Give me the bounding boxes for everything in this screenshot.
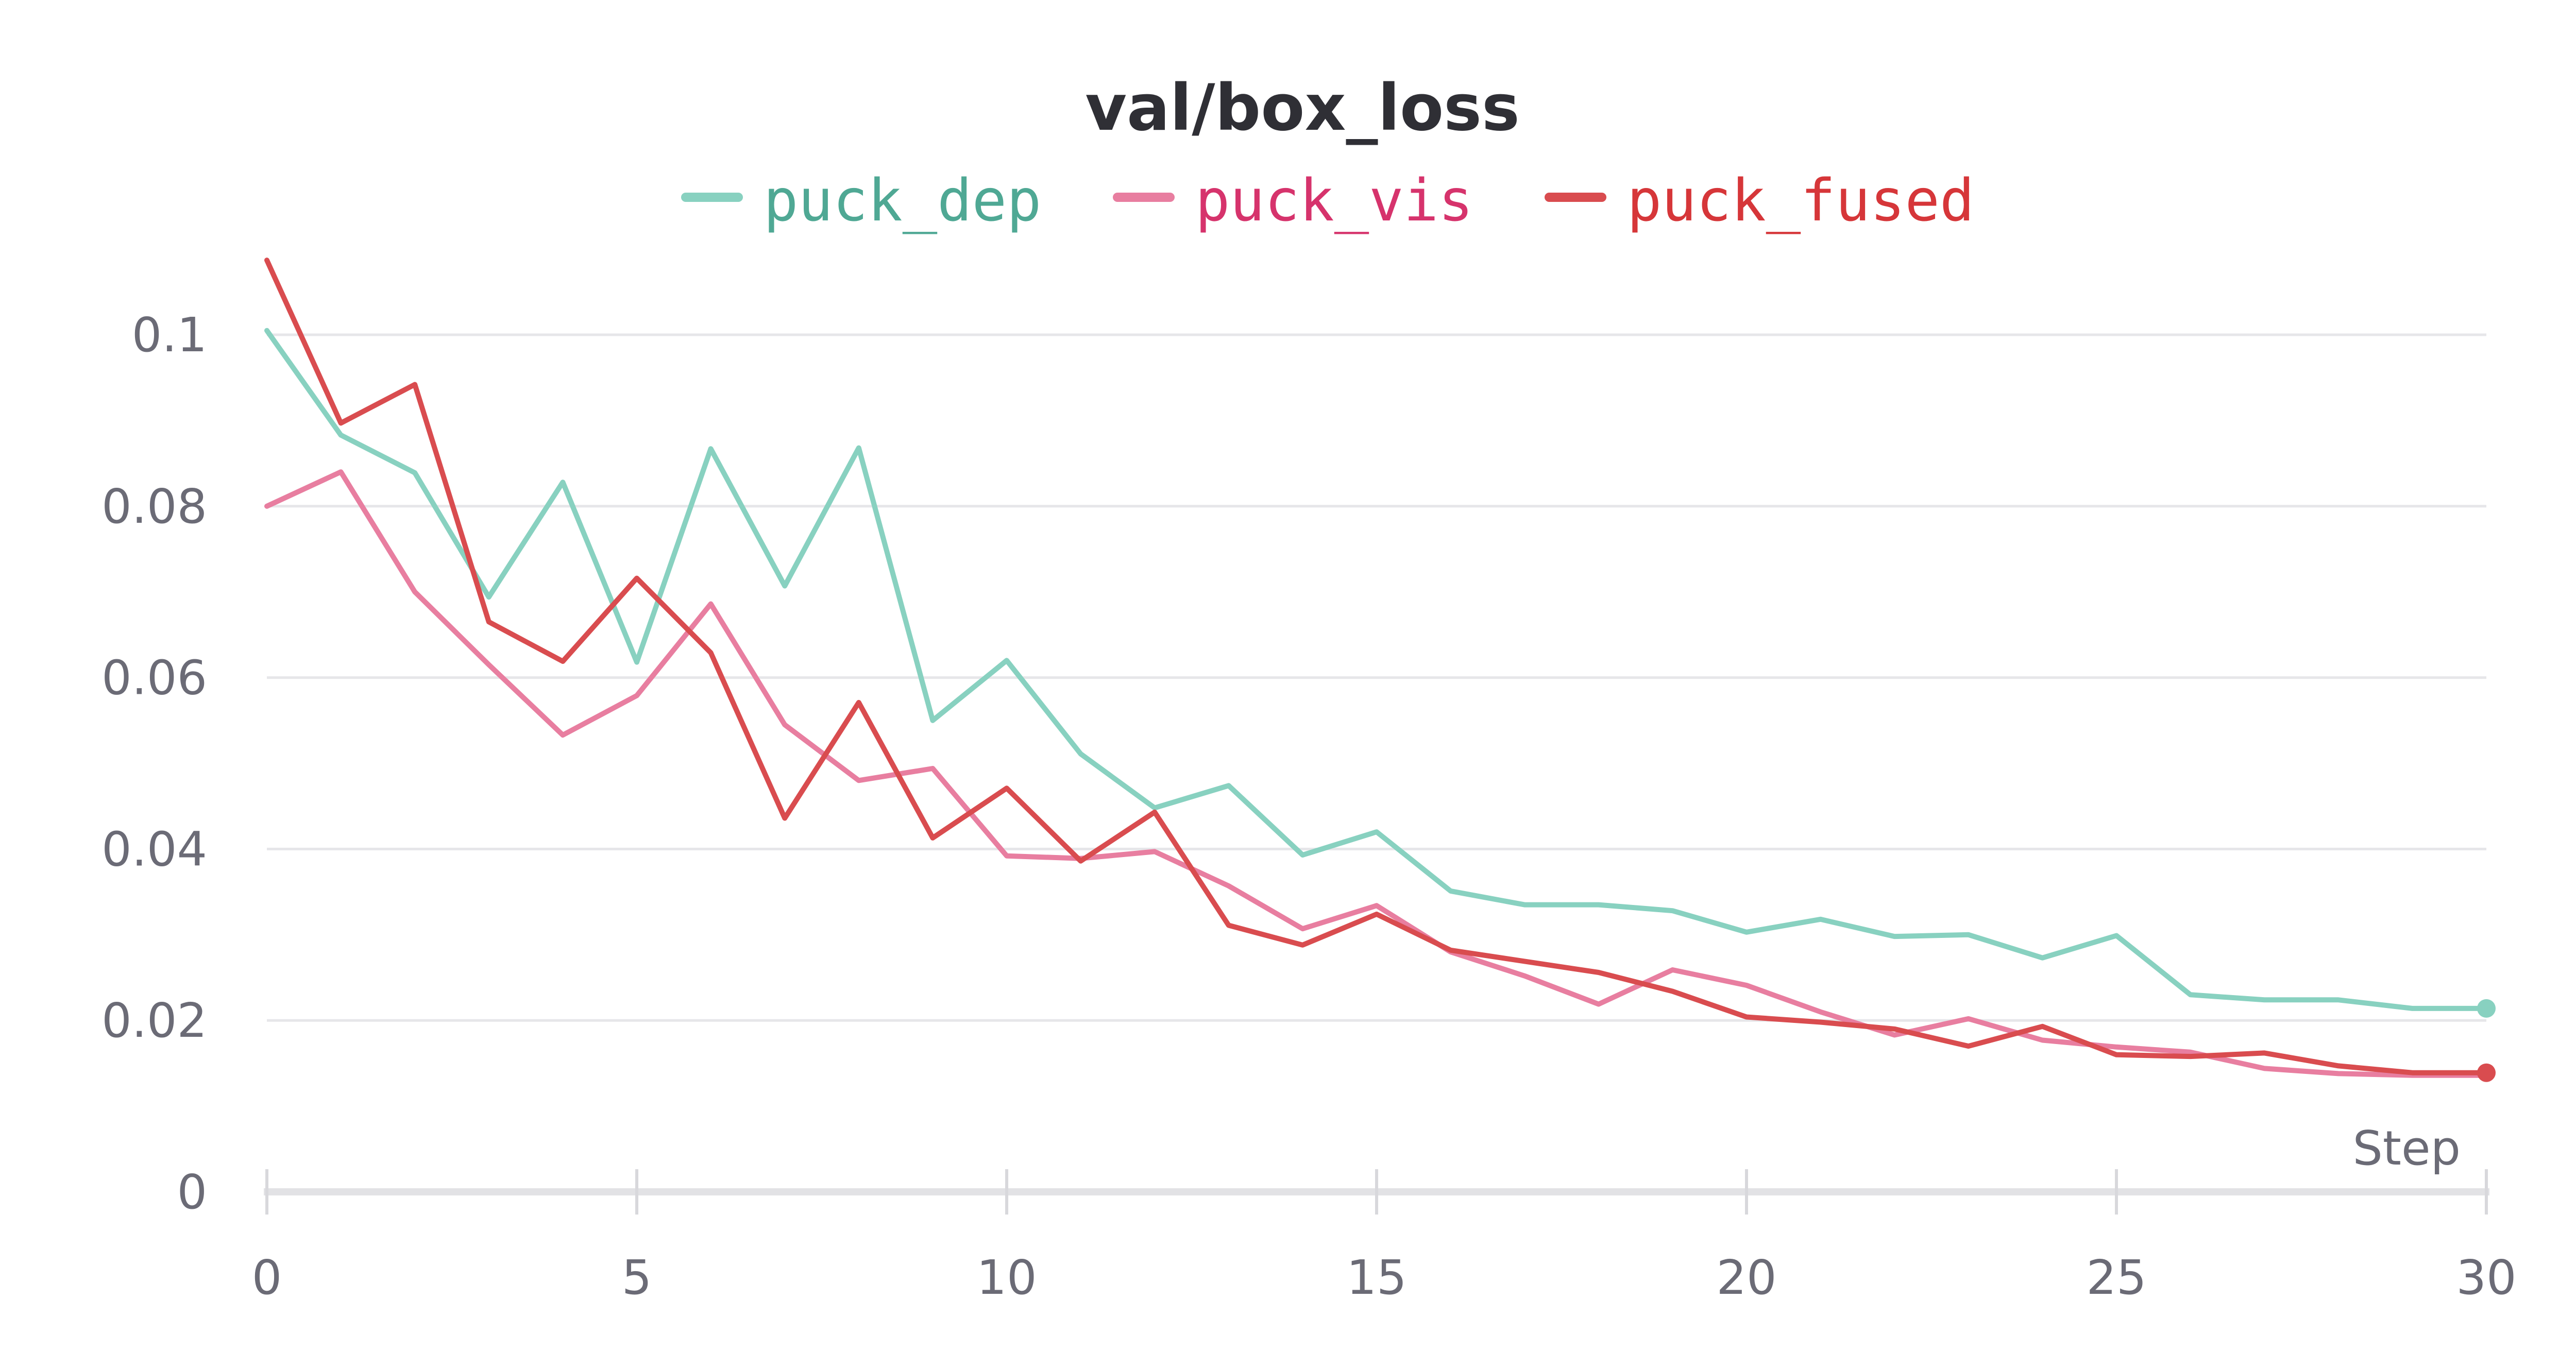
series-line-puck-fused[interactable] xyxy=(264,258,2489,1075)
x-tick-label: 5 xyxy=(622,1250,652,1305)
x-tick-label: 15 xyxy=(1346,1250,1406,1305)
x-tick-label: 20 xyxy=(1716,1250,1776,1305)
endpoint-puck-dep xyxy=(2477,999,2496,1018)
legend-item-puck-dep[interactable]: puck_dep xyxy=(681,167,1041,234)
legend-label: puck_dep xyxy=(764,167,1041,234)
endpoint-puck-fused xyxy=(2477,1063,2496,1082)
y-tick-label: 0.1 xyxy=(132,307,207,363)
legend[interactable]: puck_dep puck_vis puck_fused xyxy=(681,167,1974,234)
y-tick-label: 0 xyxy=(177,1165,207,1220)
legend-label: puck_fused xyxy=(1627,167,1974,234)
y-tick-label: 0.06 xyxy=(101,651,207,706)
y-axis: 0 0.02 0.04 0.06 0.08 0.1 xyxy=(101,307,207,1220)
series-lines[interactable] xyxy=(264,258,2489,1078)
x-tick-label: 10 xyxy=(976,1250,1037,1305)
legend-swatch xyxy=(1113,193,1175,202)
legend-item-puck-fused[interactable]: puck_fused xyxy=(1545,167,1974,234)
x-axis-label: Step xyxy=(2353,1121,2461,1176)
legend-swatch xyxy=(1545,193,1606,202)
series-line-puck-dep[interactable] xyxy=(264,328,2489,1011)
chart-title: val/box_loss xyxy=(1085,71,1520,145)
legend-item-puck-vis[interactable]: puck_vis xyxy=(1113,167,1473,234)
x-tick-label: 30 xyxy=(2456,1250,2516,1305)
legend-swatch xyxy=(681,193,743,202)
y-tick-label: 0.08 xyxy=(101,479,207,534)
series-endpoints xyxy=(2477,999,2496,1082)
gridlines xyxy=(267,333,2486,1022)
y-tick-label: 0.02 xyxy=(101,993,207,1048)
x-tick-label: 25 xyxy=(2086,1250,2146,1305)
legend-label: puck_vis xyxy=(1195,167,1473,234)
y-tick-label: 0.04 xyxy=(101,822,207,877)
series-line-puck-vis[interactable] xyxy=(264,469,2489,1078)
x-tick-label: 0 xyxy=(252,1250,282,1305)
x-axis: 0 5 10 15 20 25 30 xyxy=(252,1169,2517,1305)
